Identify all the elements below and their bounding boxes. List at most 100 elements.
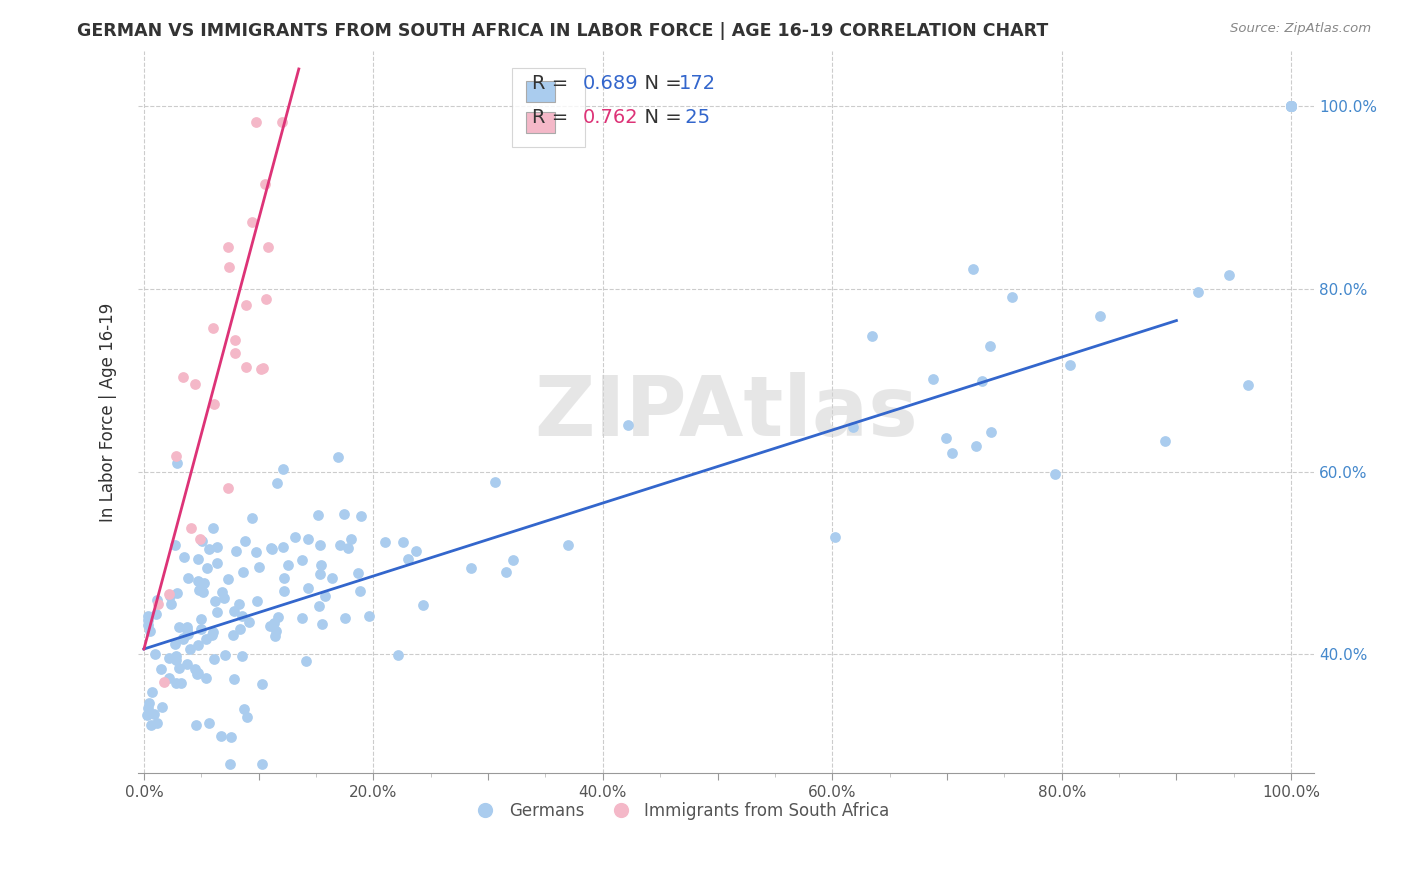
Point <box>1045 467 1067 481</box>
Point <box>329 538 352 552</box>
Point <box>309 538 332 552</box>
Point <box>190 533 212 547</box>
Point <box>295 654 318 668</box>
Point <box>333 507 356 521</box>
Point <box>357 609 380 624</box>
Point <box>190 612 212 626</box>
Point <box>336 541 359 556</box>
Point <box>245 114 267 128</box>
Point <box>157 651 180 665</box>
Point <box>195 632 218 647</box>
Point <box>184 717 207 731</box>
Point <box>205 556 228 570</box>
Point <box>187 665 209 680</box>
Point <box>231 609 253 624</box>
Point <box>502 553 524 567</box>
Point <box>245 544 267 558</box>
Point <box>184 377 207 392</box>
Point <box>314 589 336 603</box>
Point <box>176 623 198 637</box>
Point <box>195 672 218 686</box>
Point <box>412 598 434 612</box>
Point <box>198 715 221 730</box>
Point <box>222 628 245 642</box>
Text: N =: N = <box>633 109 688 128</box>
Point <box>150 662 173 676</box>
Point <box>176 620 198 634</box>
Point <box>165 449 187 463</box>
Point <box>191 533 214 548</box>
Point <box>225 543 247 558</box>
Point <box>941 446 963 460</box>
Point <box>340 532 363 546</box>
Point <box>232 702 254 716</box>
Point <box>201 321 224 335</box>
Point <box>396 552 419 566</box>
Point <box>262 542 284 557</box>
Point <box>616 417 638 432</box>
Point <box>145 607 167 622</box>
Point <box>1279 98 1302 112</box>
Point <box>1154 434 1177 448</box>
Point <box>391 534 413 549</box>
Point <box>349 583 371 598</box>
Point <box>214 648 236 662</box>
Point <box>172 632 194 646</box>
Point <box>921 372 943 386</box>
Point <box>374 535 396 549</box>
Point <box>970 375 993 389</box>
Point <box>166 456 188 470</box>
Point <box>146 593 169 607</box>
Point <box>177 627 200 641</box>
Point <box>138 696 160 710</box>
Text: N =: N = <box>633 74 688 93</box>
Point <box>842 419 865 434</box>
Point <box>176 657 198 672</box>
Point <box>263 615 285 630</box>
Point <box>1090 309 1112 323</box>
Point <box>250 757 273 772</box>
Point <box>254 292 277 306</box>
Point <box>271 462 294 476</box>
Point <box>259 618 281 632</box>
Point <box>460 561 482 575</box>
Point <box>235 360 257 375</box>
Point <box>150 700 173 714</box>
Point <box>187 583 209 598</box>
Text: 172: 172 <box>679 74 716 93</box>
Point <box>347 566 370 581</box>
Point <box>187 551 209 566</box>
Point <box>193 576 215 591</box>
Point <box>159 589 181 603</box>
Point <box>240 214 263 228</box>
Point <box>187 574 209 588</box>
Text: ZIPAtlas: ZIPAtlas <box>534 372 918 452</box>
Point <box>165 676 187 690</box>
Point <box>167 620 190 634</box>
Text: 0.689: 0.689 <box>582 74 638 93</box>
Point <box>159 597 181 611</box>
Text: 25: 25 <box>679 109 710 128</box>
Point <box>136 613 159 627</box>
Point <box>311 617 333 632</box>
Point <box>1187 285 1209 299</box>
Point <box>495 565 517 579</box>
Point <box>167 661 190 675</box>
Point <box>1279 98 1302 112</box>
Point <box>249 362 271 376</box>
Point <box>212 591 235 605</box>
Point <box>962 262 984 277</box>
Point <box>557 538 579 552</box>
Y-axis label: In Labor Force | Age 16-19: In Labor Force | Age 16-19 <box>100 302 117 522</box>
Point <box>236 710 259 724</box>
Point <box>179 642 201 657</box>
Point <box>1001 290 1024 304</box>
Point <box>170 676 193 690</box>
Point <box>204 594 226 608</box>
Point <box>231 648 253 663</box>
Point <box>165 638 187 652</box>
Point <box>141 685 163 699</box>
Point <box>173 549 195 564</box>
Point <box>326 450 349 464</box>
Point <box>202 521 225 535</box>
